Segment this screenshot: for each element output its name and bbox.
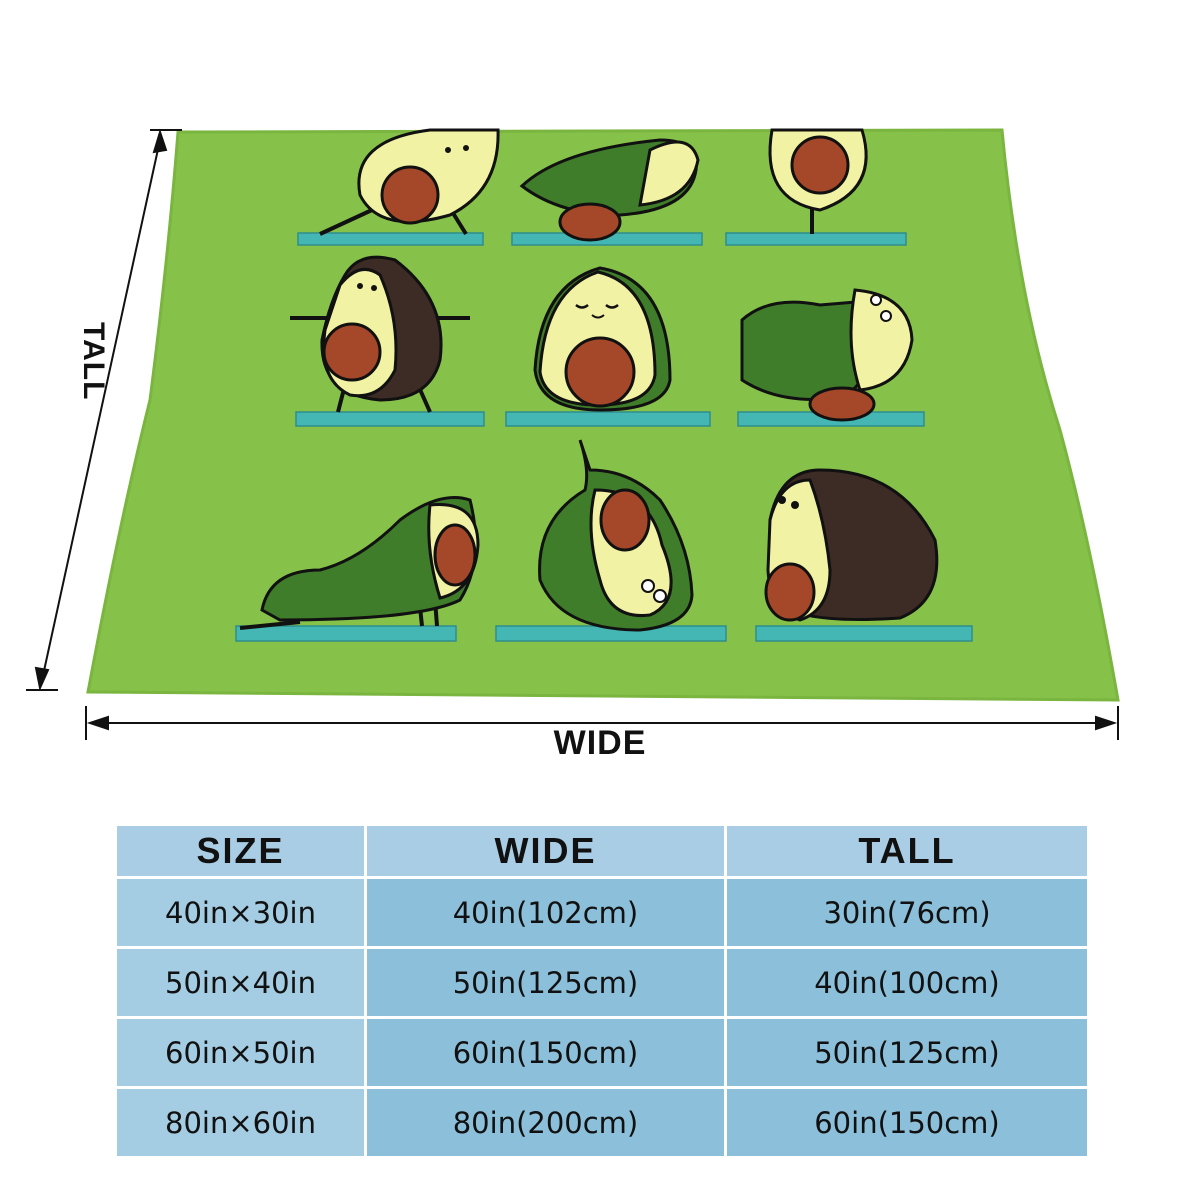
avocado-yoga-pose (519, 138, 700, 242)
yoga-mat (755, 625, 973, 642)
table-row: 80in×60in 80in(200cm) 60in(150cm) (117, 1089, 1087, 1156)
avocado-yoga-pose (239, 496, 480, 630)
wide-cell: 80in(200cm) (367, 1089, 724, 1156)
avocado-yoga-pose (533, 266, 672, 412)
avocado-yoga-pose (768, 128, 868, 234)
header-wide: WIDE (367, 826, 724, 876)
size-cell: 40in×30in (117, 879, 364, 946)
header-tall: TALL (727, 826, 1087, 876)
tall-dimension-arrow (26, 128, 182, 692)
wide-dimension-arrow (85, 706, 1119, 740)
avocado-yoga-pose (764, 468, 939, 622)
avocado-yoga-pose (538, 439, 694, 632)
yoga-mat (297, 232, 484, 246)
tall-cell: 60in(150cm) (727, 1089, 1087, 1156)
size-chart-table: SIZE WIDE TALL 40in×30in 40in(102cm) 30i… (114, 823, 1090, 1159)
size-cell: 60in×50in (117, 1019, 364, 1086)
size-cell: 50in×40in (117, 949, 364, 1016)
yoga-mat (235, 625, 457, 642)
avocado-yoga-pose (740, 288, 914, 422)
size-cell: 80in×60in (117, 1089, 364, 1156)
header-size: SIZE (117, 826, 364, 876)
yoga-mat (505, 411, 711, 427)
tall-cell: 50in(125cm) (727, 1019, 1087, 1086)
wide-cell: 40in(102cm) (367, 879, 724, 946)
table-header-row: SIZE WIDE TALL (117, 826, 1087, 876)
avocado-yoga-pose (290, 255, 470, 413)
yoga-mat (725, 232, 907, 246)
blanket-illustration (26, 128, 1120, 740)
table-row: 50in×40in 50in(125cm) 40in(100cm) (117, 949, 1087, 1016)
wide-cell: 60in(150cm) (367, 1019, 724, 1086)
table-row: 60in×50in 60in(150cm) 50in(125cm) (117, 1019, 1087, 1086)
yoga-mat (295, 411, 485, 427)
tall-cell: 40in(100cm) (727, 949, 1087, 1016)
tall-label: TALL (77, 322, 110, 401)
table-row: 40in×30in 40in(102cm) 30in(76cm) (117, 879, 1087, 946)
tall-cell: 30in(76cm) (727, 879, 1087, 946)
wide-cell: 50in(125cm) (367, 949, 724, 1016)
avocado-yoga-pose (319, 128, 500, 236)
wide-label: WIDE (553, 724, 647, 762)
